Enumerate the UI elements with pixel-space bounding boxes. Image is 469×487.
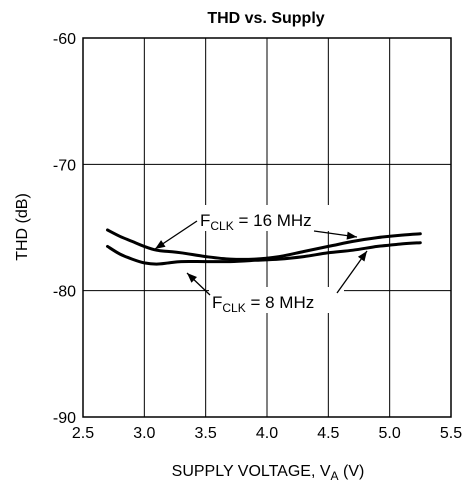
x-axis-label-unit: (V) xyxy=(339,463,365,480)
series-label-8mhz-text: FCLK = 8 MHz xyxy=(212,293,314,315)
y-tick-label: -90 xyxy=(53,410,76,427)
arrow-8mhz-left xyxy=(186,272,211,296)
series-label-8mhz-suffix: = 8 MHz xyxy=(246,293,315,312)
plot-frame xyxy=(82,37,452,418)
arrow-8mhz-left-head xyxy=(187,273,197,283)
series-label-16mhz-prefix: F xyxy=(200,211,210,230)
annotation-arrows xyxy=(154,220,368,296)
x-tick-label: 3.0 xyxy=(133,425,155,442)
series-label-16mhz-sub: CLK xyxy=(210,219,233,233)
series-label-8mhz-bg xyxy=(209,287,344,313)
curves xyxy=(106,228,422,266)
x-axis-label: SUPPLY VOLTAGE, VA (V) xyxy=(172,463,365,483)
series-label-16mhz-bg xyxy=(196,205,342,231)
arrow-16mhz-left-head xyxy=(155,240,166,249)
series-label-16mhz: FCLK = 16 MHz xyxy=(196,205,342,233)
arrow-8mhz-right xyxy=(336,250,368,294)
series-label-16mhz-suffix: = 16 MHz xyxy=(234,211,312,230)
y-tick-label: -80 xyxy=(53,284,76,301)
y-tick-label: -60 xyxy=(53,31,76,48)
x-axis-label-main: SUPPLY VOLTAGE, V xyxy=(172,463,331,480)
y-axis-ticks: -90 -80 -70 -60 xyxy=(53,31,76,427)
series-label-8mhz-prefix: F xyxy=(212,293,222,312)
arrow-16mhz-left xyxy=(154,220,198,250)
x-tick-label: 4.5 xyxy=(317,425,339,442)
x-tick-label: 3.5 xyxy=(195,425,217,442)
x-tick-label: 4.0 xyxy=(256,425,278,442)
series-label-8mhz-sub: CLK xyxy=(222,301,245,315)
x-tick-label: 5.0 xyxy=(379,425,401,442)
series-label-16mhz-text: FCLK = 16 MHz xyxy=(200,211,312,233)
x-tick-label: 2.5 xyxy=(72,425,94,442)
arrow-8mhz-right-head xyxy=(357,251,367,262)
x-axis-label-sub: A xyxy=(331,469,339,483)
arrow-16mhz-right xyxy=(313,230,358,240)
arrow-16mhz-right-head xyxy=(346,231,357,240)
y-axis-label: THD (dB) xyxy=(14,193,31,261)
y-tick-label: -70 xyxy=(53,157,76,174)
series-label-8mhz: FCLK = 8 MHz xyxy=(209,287,344,315)
chart-title: THD vs. Supply xyxy=(207,10,324,27)
x-axis-ticks: 2.5 3.0 3.5 4.0 4.5 5.0 5.5 xyxy=(72,425,462,442)
series-line-8mhz xyxy=(106,241,422,266)
series-line-16mhz xyxy=(106,228,422,261)
x-tick-label: 5.5 xyxy=(440,425,462,442)
